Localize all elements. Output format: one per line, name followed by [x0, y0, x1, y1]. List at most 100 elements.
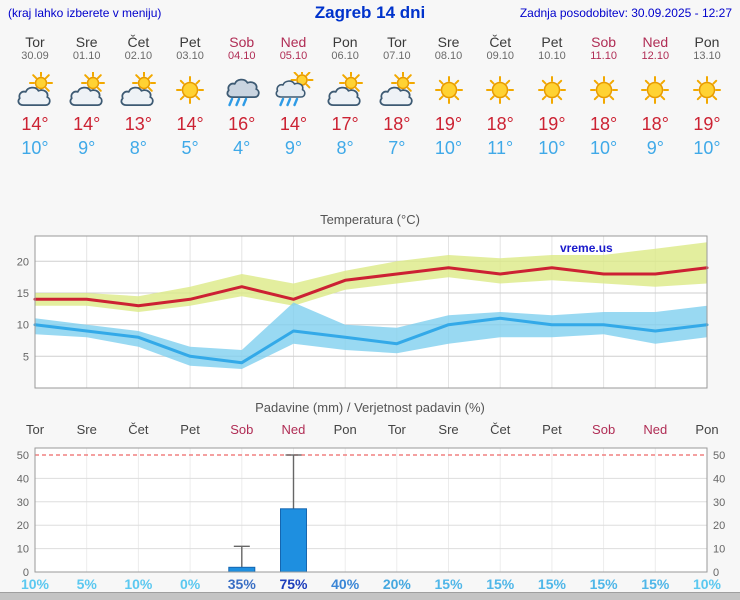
max-temperature: 14°	[21, 114, 49, 134]
min-temperature: 9°	[284, 138, 303, 158]
day-column-4: Pet 03.10 14° 5°	[164, 28, 216, 159]
precip-bar	[228, 566, 256, 573]
svg-text:20: 20	[17, 256, 29, 268]
day-name: Pon	[332, 34, 358, 50]
day-name: Tor	[25, 34, 45, 50]
max-temperature: 14°	[279, 114, 308, 134]
weather-icon-sunny	[629, 72, 681, 110]
forecast-days-strip: Tor 30.09 14° 10° Sre 01.10 14° 9° Čet 02.10 13° 8°…	[0, 28, 740, 174]
day-name: Sob	[229, 34, 255, 50]
precip-day-label: Čet	[128, 422, 149, 437]
precip-probability: 15%	[537, 576, 566, 592]
temperature-chart: 5 10 15 20 vreme.us	[17, 235, 709, 389]
day-column-3: Čet 02.10 13° 8°	[112, 28, 164, 159]
day-name: Ned	[280, 34, 307, 50]
weather-icon-sun-cloud	[371, 71, 423, 110]
svg-text:20: 20	[17, 520, 29, 532]
day-date: 13.10	[693, 50, 721, 62]
last-update-text: Zadnja posodobitev: 30.09.2025 - 12:27	[519, 6, 732, 20]
day-name: Pet	[179, 34, 201, 50]
day-name: Tor	[387, 34, 407, 50]
svg-text:50: 50	[713, 450, 725, 462]
weather-icon-sunny	[526, 72, 578, 110]
day-date: 08.10	[434, 50, 463, 62]
precip-chart-title: Padavine (mm) / Verjetnost padavin (%)	[255, 400, 485, 415]
temperature-chart-title: Temperatura (°C)	[320, 212, 420, 227]
weather-icon-sun-rain	[267, 68, 319, 110]
min-temperature: 8°	[129, 138, 147, 158]
min-temperature: 10°	[21, 138, 49, 158]
page-title: Zagreb 14 dni	[314, 3, 426, 22]
day-date: 03.10	[176, 50, 204, 62]
weather-icon-sun-cloud	[61, 71, 113, 110]
day-date: 02.10	[124, 50, 153, 62]
svg-text:20: 20	[713, 520, 725, 532]
svg-text:30: 30	[17, 497, 29, 509]
precip-day-label: Ned	[281, 422, 306, 437]
max-temperature: 14°	[73, 114, 101, 134]
min-temperature: 4°	[233, 138, 251, 158]
max-temperature: 19°	[693, 114, 721, 134]
weather-icon-sunny	[164, 72, 216, 110]
max-temperature: 14°	[176, 114, 204, 134]
day-name: Čet	[127, 34, 150, 50]
precip-day-label: Čet	[490, 422, 511, 437]
precip-probability-row: 10% 5% 10% 0% 35% 75% 40% 20% 15% 15% 15% 15% 15% 10%	[0, 576, 740, 592]
day-name: Ned	[642, 34, 669, 50]
precip-day-label: Sre	[76, 422, 97, 437]
min-temperature: 9°	[646, 138, 664, 158]
day-name: Čet	[489, 34, 512, 50]
day-date: 04.10	[228, 50, 256, 62]
day-date: 11.10	[590, 50, 617, 62]
max-temperature: 17°	[331, 114, 359, 134]
day-column-13: Ned 12.10 18° 9°	[629, 28, 681, 159]
svg-text:10: 10	[17, 320, 29, 332]
svg-text:10: 10	[713, 544, 725, 556]
day-date: 01.10	[72, 50, 101, 62]
max-temperature: 19°	[434, 114, 463, 134]
day-column-2: Sre 01.10 14° 9°	[61, 28, 113, 159]
precip-day-label: Pon	[333, 422, 357, 437]
precip-day-label: Pet	[542, 422, 562, 437]
precip-probability: 20%	[382, 576, 411, 592]
horizontal-scrollbar[interactable]	[0, 592, 740, 600]
svg-text:40: 40	[713, 473, 725, 485]
svg-text:5: 5	[23, 351, 29, 363]
day-column-8: Tor 07.10 18° 7°	[371, 28, 423, 159]
weather-icon-sun-cloud	[112, 71, 164, 110]
day-name: Pet	[541, 34, 563, 50]
precip-day-label: Tor	[25, 422, 45, 437]
min-temperature: 7°	[388, 138, 406, 158]
precip-probability: 35%	[227, 576, 256, 592]
precip-day-label: Sre	[438, 422, 459, 437]
day-column-14: Pon 13.10 19° 10°	[681, 28, 733, 159]
max-temperature: 18°	[383, 114, 411, 134]
menu-hint-text: (kraj lahko izberete v meniju)	[8, 6, 162, 20]
min-temperature: 9°	[78, 138, 96, 158]
max-temperature: 13°	[124, 114, 152, 134]
day-date: 12.10	[641, 50, 670, 62]
weather-icon-sunny	[578, 72, 630, 110]
precip-day-label: Pon	[695, 422, 719, 437]
day-date: 05.10	[279, 50, 308, 62]
precip-probability: 75%	[279, 576, 308, 592]
precip-probability: 40%	[331, 576, 360, 592]
precip-day-label: Sob	[592, 422, 616, 437]
max-temperature: 18°	[641, 114, 669, 134]
weather-icon-sun-cloud	[9, 71, 61, 110]
watermark-vreme-us: vreme.us	[560, 241, 613, 255]
header: (kraj lahko izberete v meniju) Zagreb 14…	[0, 0, 740, 26]
precip-probability: 15%	[641, 576, 670, 592]
precip-day-label: Ned	[643, 422, 668, 437]
day-column-6: Ned 05.10 14° 9°	[267, 28, 319, 159]
precip-probability: 15%	[589, 576, 618, 592]
svg-text:40: 40	[17, 473, 29, 485]
day-column-7: Pon 06.10 17° 8°	[319, 28, 371, 159]
day-name: Sre	[75, 34, 98, 50]
min-temperature: 10°	[538, 138, 566, 158]
min-temperature: 8°	[336, 138, 354, 158]
day-column-1: Tor 30.09 14° 10°	[9, 28, 61, 159]
day-column-10: Čet 09.10 18° 11°	[474, 28, 526, 159]
day-column-11: Pet 10.10 19° 10°	[526, 28, 578, 159]
